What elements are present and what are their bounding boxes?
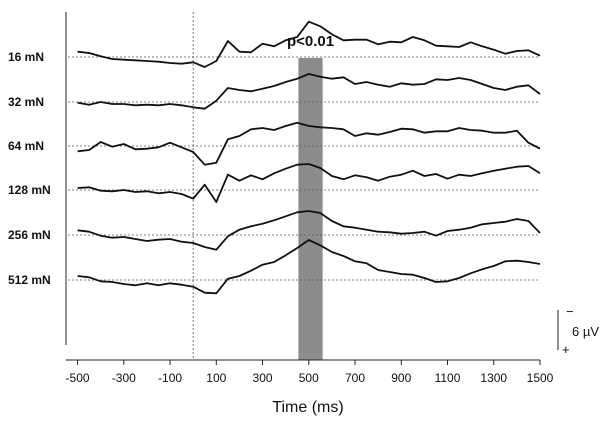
baselines [68,56,540,281]
row-labels: 16 mN 32 mN 64 mN 128 mN 256 mN 512 mN [8,50,51,287]
scale-bar-plus: + [562,342,570,357]
trace-256mN [77,210,541,251]
trace-32mN [77,73,541,110]
scale-bar: − 6 µV + [557,304,599,357]
x-tick-label-8: 1100 [435,371,461,385]
x-tick-label-7: 900 [391,371,411,385]
row-label-64mN: 64 mN [8,139,44,153]
x-tick-label-4: 300 [253,371,273,385]
x-tick-label-0: -500 [66,371,90,385]
row-label-128mN: 128 mN [8,183,51,197]
trace-16mN [77,20,541,68]
x-tick-label-1: -300 [112,371,136,385]
significance-label: p<0.01 [287,33,334,50]
trace-64mN [77,121,541,166]
trace-128mN [77,163,541,203]
row-label-256mN: 256 mN [8,228,51,242]
x-tick-label-6: 700 [345,371,365,385]
x-axis: -500 -300 -100 100 300 500 700 900 1100 1300 1500 [66,359,554,385]
scale-bar-minus: − [566,304,574,319]
x-tick-label-2: -100 [158,371,182,385]
row-label-16mN: 16 mN [8,50,44,64]
x-tick-label-9: 1300 [480,371,507,385]
row-label-32mN: 32 mN [8,95,44,109]
row-label-512mN: 512 mN [8,273,51,287]
x-axis-title: Time (ms) [272,399,343,416]
trace-512mN [77,239,541,295]
erp-traces [77,20,541,295]
scale-bar-label: 6 µV [572,324,599,339]
significance-band [298,58,323,360]
x-tick-label-5: 500 [299,371,319,385]
x-tick-label-3: 100 [206,371,226,385]
x-tick-label-10: 1500 [527,371,554,385]
